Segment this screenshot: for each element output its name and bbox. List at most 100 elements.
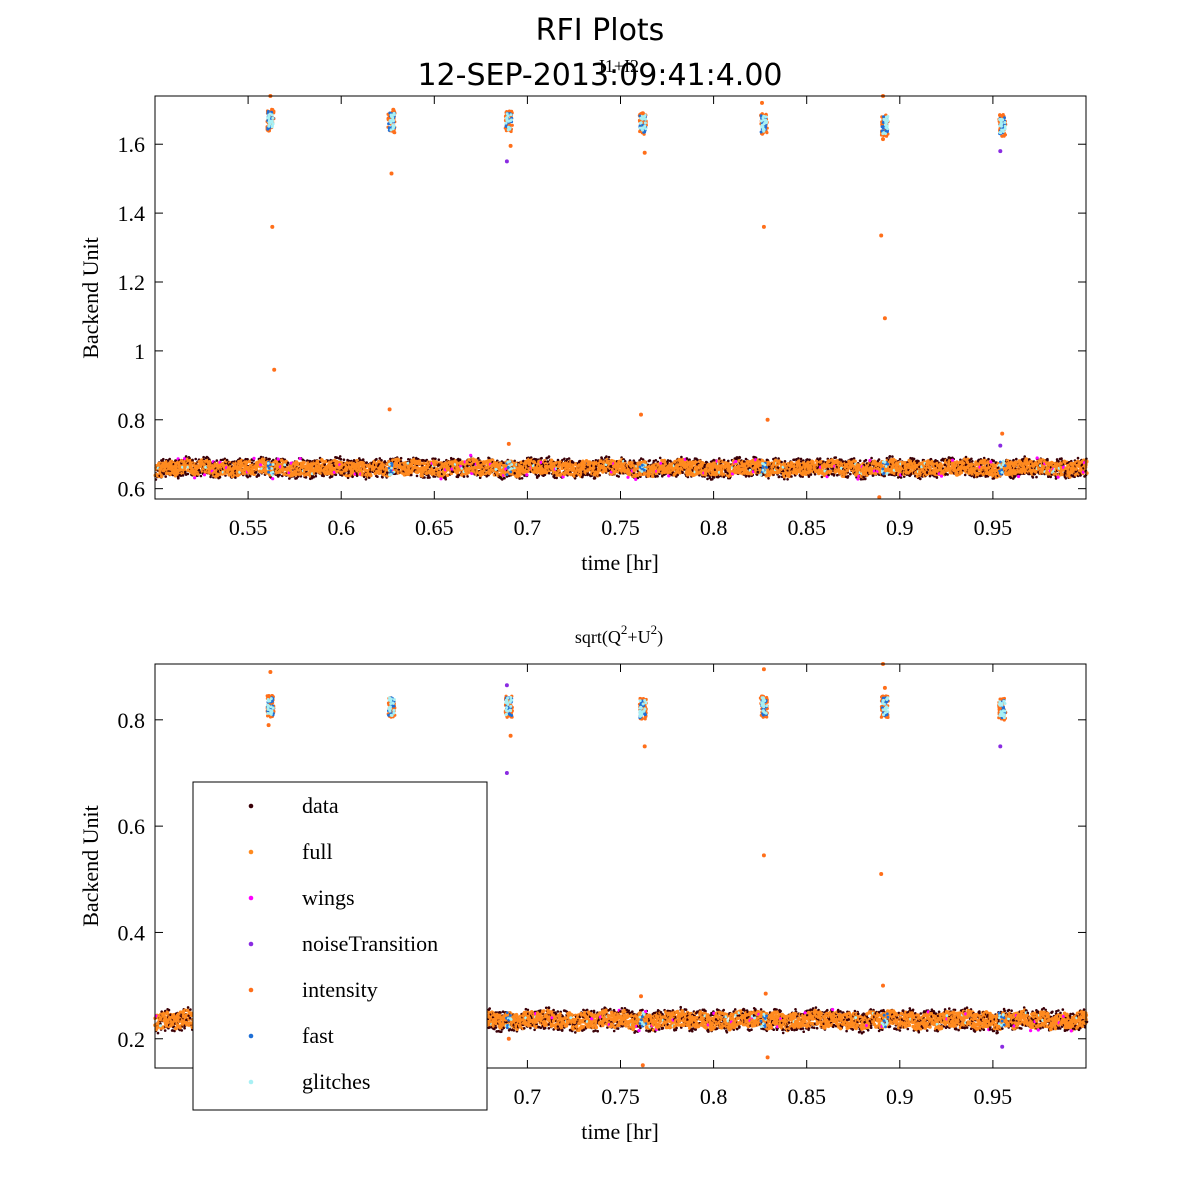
data-point: [680, 455, 683, 459]
full-point: [853, 459, 857, 464]
data-point: [633, 461, 636, 465]
data-point: [334, 473, 338, 477]
data-point: [184, 455, 188, 458]
wings-point: [332, 470, 336, 474]
data-point: [246, 458, 249, 461]
data-point: [813, 473, 817, 476]
data-point: [423, 476, 426, 479]
data-point: [747, 474, 751, 478]
data-point: [605, 455, 608, 458]
data-point: [380, 459, 383, 462]
data-point: [202, 455, 205, 459]
data-point: [364, 478, 368, 481]
data-point: [598, 474, 601, 477]
data-point: [257, 474, 261, 477]
data-point: [706, 477, 709, 481]
data-point: [338, 455, 342, 458]
data-point: [849, 472, 852, 476]
full-point: [369, 473, 373, 478]
data-point: [658, 456, 662, 460]
top-plot-title: I1+I2: [599, 56, 639, 76]
data-point: [806, 458, 809, 461]
wings-point: [298, 457, 302, 461]
data-point: [727, 459, 730, 463]
data-point: [676, 473, 679, 477]
data-point: [466, 475, 469, 478]
data-point: [818, 457, 822, 460]
wings-point: [183, 456, 187, 461]
data-point: [718, 457, 721, 460]
data-point: [234, 476, 237, 479]
data-point: [272, 458, 275, 462]
data-point: [858, 459, 862, 463]
wings-point: [734, 459, 738, 464]
data-point: [186, 472, 190, 476]
data-point: [322, 474, 326, 478]
figure-title-line2: 12-SEP-2013:09:41:4.00: [417, 58, 782, 93]
data-point: [711, 477, 714, 481]
data-point: [586, 473, 589, 477]
data-point: [593, 476, 597, 480]
data-point: [335, 456, 338, 459]
data-point: [462, 475, 466, 478]
full-point: [244, 460, 249, 464]
data-point: [738, 455, 741, 459]
full-point: [288, 468, 293, 473]
data-point: [846, 475, 850, 478]
data-point: [722, 458, 726, 462]
data-point: [581, 474, 585, 477]
data-point: [209, 475, 212, 479]
data-point: [295, 476, 298, 480]
data-point: [248, 474, 252, 478]
data-point: [563, 457, 566, 461]
data-point: [503, 476, 506, 480]
data-point: [215, 459, 219, 462]
wings-point: [252, 456, 256, 460]
wings-point: [259, 463, 263, 467]
data-point: [607, 455, 611, 459]
data-point: [458, 458, 462, 462]
data-point: [547, 471, 551, 475]
full-point: [191, 468, 196, 473]
data-point: [437, 458, 441, 462]
data-point: [428, 476, 431, 479]
full-point: [247, 459, 252, 464]
data-point: [722, 475, 726, 479]
data-point: [162, 457, 165, 461]
data-point: [864, 477, 867, 481]
data-point: [919, 477, 922, 481]
wings-point: [271, 477, 275, 481]
top-plot: 0.55 0.6 0.65 0.7 0.75 0.8 0.85 0.9 0.950.60.811…: [78, 94, 1089, 575]
data-point: [457, 473, 461, 477]
full-point: [316, 461, 321, 465]
data-point: [434, 457, 437, 461]
data-point: [780, 460, 783, 464]
data-point: [238, 457, 242, 460]
data-point: [648, 459, 652, 462]
full-point: [302, 460, 306, 465]
data-point: [520, 477, 524, 480]
data-point: [898, 458, 902, 461]
data-point: [909, 473, 913, 476]
data-point: [375, 457, 378, 461]
data-point: [225, 458, 229, 462]
data-point: [666, 459, 670, 462]
data-point: [199, 474, 203, 478]
data-point: [229, 462, 232, 466]
data-point: [168, 457, 171, 461]
full-point: [298, 467, 302, 472]
data-point: [181, 474, 185, 477]
data-point: [314, 474, 318, 478]
data-point: [477, 457, 480, 460]
glitches-point: [494, 467, 498, 471]
data-point: [917, 459, 920, 463]
data-point: [617, 475, 620, 478]
glitches-point: [283, 463, 287, 467]
wings-point: [525, 473, 529, 477]
data-point: [376, 475, 379, 479]
data-point: [312, 475, 315, 479]
top-plot-points: [153, 94, 1089, 500]
data-point: [547, 455, 551, 458]
data-point: [410, 473, 413, 477]
full-point: [223, 471, 227, 476]
